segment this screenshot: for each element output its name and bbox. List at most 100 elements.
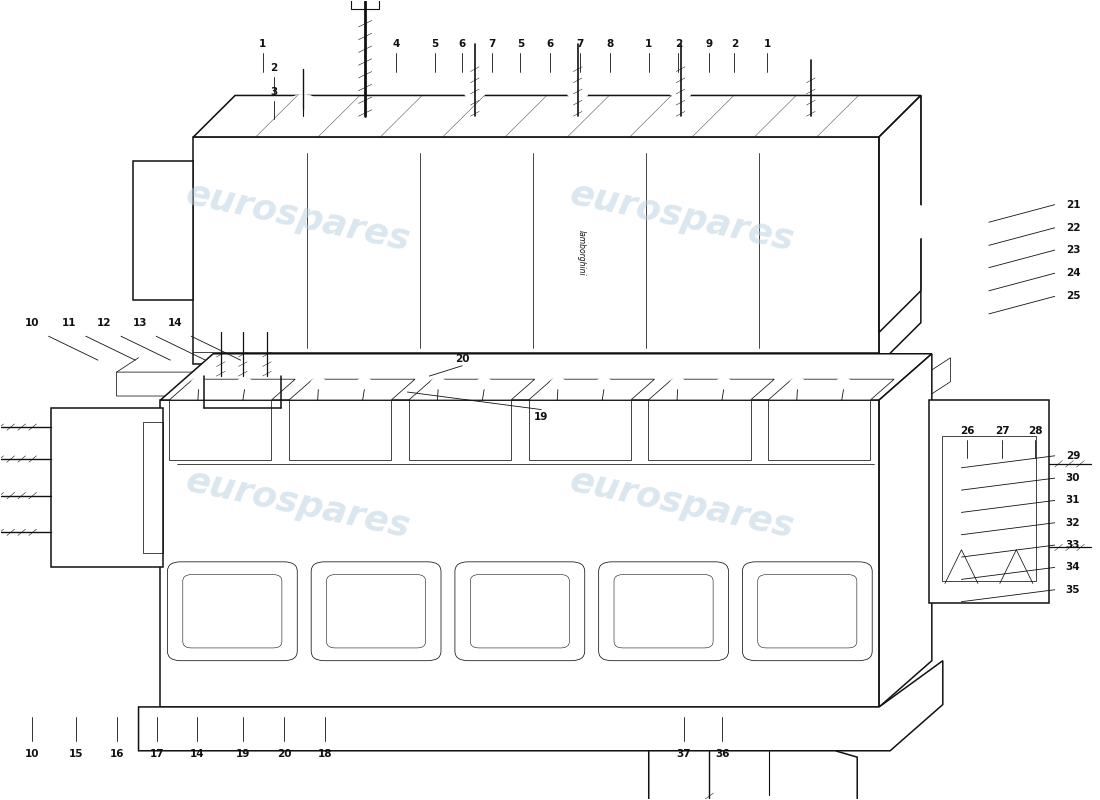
Circle shape — [550, 378, 565, 389]
Circle shape — [887, 204, 935, 239]
Circle shape — [0, 526, 14, 538]
Polygon shape — [409, 379, 535, 400]
FancyBboxPatch shape — [167, 562, 297, 661]
Text: 14: 14 — [167, 318, 183, 328]
Circle shape — [1086, 458, 1100, 470]
Polygon shape — [117, 358, 950, 396]
Text: eurospares: eurospares — [183, 463, 412, 544]
Circle shape — [293, 58, 315, 74]
Text: 19: 19 — [534, 412, 549, 422]
Ellipse shape — [671, 109, 691, 116]
Circle shape — [790, 378, 805, 389]
Text: 5: 5 — [431, 39, 439, 50]
Text: 27: 27 — [994, 426, 1010, 436]
Circle shape — [590, 412, 614, 430]
Polygon shape — [161, 400, 879, 707]
FancyBboxPatch shape — [455, 562, 585, 661]
Text: eurospares: eurospares — [566, 463, 798, 544]
Text: 2: 2 — [270, 63, 277, 73]
Text: 33: 33 — [1066, 540, 1080, 550]
Ellipse shape — [711, 107, 788, 125]
Circle shape — [306, 412, 330, 430]
Polygon shape — [169, 400, 272, 460]
Text: 12: 12 — [97, 318, 112, 328]
Polygon shape — [648, 400, 750, 460]
Text: 6: 6 — [547, 39, 553, 50]
Text: 7: 7 — [576, 39, 583, 50]
Text: 20: 20 — [277, 749, 292, 759]
Text: 1: 1 — [645, 39, 652, 50]
Ellipse shape — [568, 91, 587, 98]
Circle shape — [664, 412, 689, 430]
Text: 9: 9 — [705, 39, 713, 50]
Text: 29: 29 — [1066, 451, 1080, 461]
Text: 31: 31 — [1066, 495, 1080, 506]
Circle shape — [0, 422, 14, 433]
Text: 35: 35 — [1066, 585, 1080, 594]
Text: 1: 1 — [258, 39, 266, 50]
Text: 23: 23 — [1066, 245, 1080, 255]
Circle shape — [836, 378, 851, 389]
FancyBboxPatch shape — [742, 562, 872, 661]
Text: 4: 4 — [393, 39, 400, 50]
Polygon shape — [289, 400, 392, 460]
Circle shape — [568, 46, 587, 59]
Text: 30: 30 — [1066, 473, 1080, 483]
Circle shape — [716, 378, 732, 389]
Polygon shape — [879, 354, 932, 707]
Ellipse shape — [299, 107, 376, 125]
Text: 15: 15 — [68, 749, 84, 759]
Text: 36: 36 — [715, 749, 729, 759]
Circle shape — [186, 412, 210, 430]
Text: 6: 6 — [459, 39, 465, 50]
Circle shape — [829, 412, 854, 430]
Text: 28: 28 — [1027, 426, 1042, 436]
Text: 32: 32 — [1066, 518, 1080, 528]
Polygon shape — [51, 408, 163, 567]
Polygon shape — [879, 95, 921, 364]
FancyBboxPatch shape — [311, 562, 441, 661]
Circle shape — [426, 412, 450, 430]
Circle shape — [310, 378, 326, 389]
Polygon shape — [409, 400, 512, 460]
Text: 3: 3 — [270, 87, 277, 97]
Text: 25: 25 — [1066, 291, 1080, 302]
FancyBboxPatch shape — [351, 0, 380, 9]
Polygon shape — [194, 95, 921, 137]
Text: eurospares: eurospares — [566, 176, 798, 257]
Circle shape — [356, 378, 372, 389]
Text: lamborghini: lamborghini — [576, 230, 585, 275]
Ellipse shape — [437, 107, 514, 125]
Text: 19: 19 — [235, 749, 250, 759]
Polygon shape — [161, 354, 932, 400]
Polygon shape — [928, 400, 1049, 603]
Ellipse shape — [293, 94, 315, 102]
Polygon shape — [768, 379, 894, 400]
Circle shape — [953, 480, 1014, 524]
Text: 26: 26 — [959, 426, 975, 436]
Ellipse shape — [671, 91, 691, 98]
Text: 37: 37 — [676, 749, 691, 759]
Text: 11: 11 — [63, 318, 77, 328]
Ellipse shape — [465, 109, 485, 116]
Text: 8: 8 — [607, 39, 614, 50]
Circle shape — [260, 324, 275, 335]
Text: 2: 2 — [674, 39, 682, 50]
Text: 20: 20 — [455, 354, 470, 364]
Text: 7: 7 — [488, 39, 495, 50]
Circle shape — [235, 324, 251, 335]
Text: eurospares: eurospares — [183, 176, 412, 257]
Text: 10: 10 — [25, 318, 40, 328]
Circle shape — [430, 378, 446, 389]
Polygon shape — [139, 661, 943, 750]
Text: 5: 5 — [517, 39, 524, 50]
Polygon shape — [942, 436, 1036, 581]
Polygon shape — [289, 379, 415, 400]
Polygon shape — [169, 379, 295, 400]
Circle shape — [784, 412, 808, 430]
Polygon shape — [529, 400, 630, 460]
Circle shape — [0, 454, 14, 465]
Ellipse shape — [801, 109, 821, 116]
Circle shape — [191, 378, 206, 389]
FancyBboxPatch shape — [598, 562, 728, 661]
